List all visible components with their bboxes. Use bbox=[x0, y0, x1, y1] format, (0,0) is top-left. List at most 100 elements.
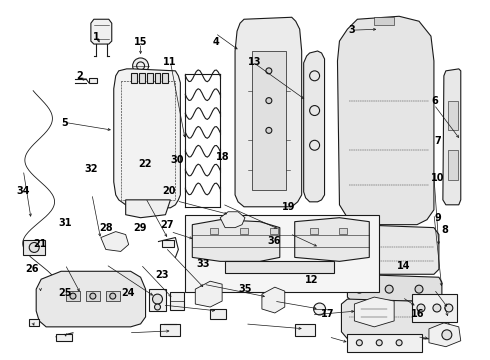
Text: 31: 31 bbox=[58, 218, 72, 228]
Text: 29: 29 bbox=[133, 223, 147, 233]
Bar bbox=[23, 239, 45, 255]
Polygon shape bbox=[347, 225, 439, 274]
Text: 32: 32 bbox=[85, 164, 98, 174]
Circle shape bbox=[110, 293, 116, 299]
Bar bbox=[210, 309, 226, 319]
Polygon shape bbox=[36, 271, 146, 327]
Polygon shape bbox=[294, 218, 369, 261]
Polygon shape bbox=[342, 299, 449, 339]
Polygon shape bbox=[304, 51, 324, 202]
Circle shape bbox=[396, 340, 402, 346]
Polygon shape bbox=[125, 200, 171, 218]
Bar bbox=[225, 261, 335, 273]
Text: 16: 16 bbox=[411, 309, 425, 319]
Text: 5: 5 bbox=[61, 118, 68, 128]
Text: 23: 23 bbox=[155, 270, 169, 280]
Text: 15: 15 bbox=[133, 37, 147, 48]
Text: 6: 6 bbox=[432, 96, 439, 107]
Bar bbox=[347, 334, 422, 352]
Bar bbox=[163, 239, 174, 247]
Circle shape bbox=[90, 293, 96, 299]
Text: 34: 34 bbox=[17, 186, 30, 196]
Polygon shape bbox=[101, 231, 129, 251]
Circle shape bbox=[415, 285, 423, 293]
Polygon shape bbox=[262, 287, 285, 313]
Text: 36: 36 bbox=[268, 236, 281, 246]
Polygon shape bbox=[354, 297, 394, 327]
Circle shape bbox=[356, 340, 362, 346]
Bar bbox=[154, 73, 161, 83]
Bar bbox=[310, 228, 318, 234]
Circle shape bbox=[154, 304, 161, 310]
Bar bbox=[139, 73, 145, 83]
Polygon shape bbox=[91, 19, 112, 44]
Bar bbox=[161, 324, 180, 336]
Bar bbox=[185, 215, 379, 292]
Text: 33: 33 bbox=[197, 259, 210, 269]
Circle shape bbox=[133, 58, 148, 74]
Text: 4: 4 bbox=[212, 37, 219, 48]
Circle shape bbox=[266, 98, 272, 104]
Bar bbox=[171, 292, 184, 310]
Text: 21: 21 bbox=[34, 239, 47, 249]
Polygon shape bbox=[443, 69, 461, 205]
Bar bbox=[29, 319, 39, 326]
Text: 11: 11 bbox=[163, 57, 176, 67]
Text: 14: 14 bbox=[396, 261, 410, 271]
Polygon shape bbox=[338, 16, 434, 225]
Text: 28: 28 bbox=[99, 223, 113, 233]
Polygon shape bbox=[235, 17, 302, 207]
Bar bbox=[89, 78, 97, 83]
Circle shape bbox=[266, 68, 272, 74]
Text: 10: 10 bbox=[431, 173, 444, 183]
Bar bbox=[340, 228, 347, 234]
Circle shape bbox=[29, 243, 39, 252]
Text: 19: 19 bbox=[282, 202, 295, 212]
Bar bbox=[270, 228, 278, 234]
Text: 9: 9 bbox=[434, 212, 441, 222]
Bar bbox=[412, 294, 457, 322]
Text: 2: 2 bbox=[76, 71, 83, 81]
Text: 30: 30 bbox=[170, 156, 184, 165]
Circle shape bbox=[266, 127, 272, 133]
Text: 1: 1 bbox=[93, 32, 100, 42]
Text: 20: 20 bbox=[163, 186, 176, 196]
Bar bbox=[448, 100, 458, 130]
Circle shape bbox=[433, 304, 441, 312]
Circle shape bbox=[445, 304, 453, 312]
Bar bbox=[147, 73, 152, 83]
Circle shape bbox=[376, 340, 382, 346]
Polygon shape bbox=[347, 274, 442, 301]
Bar bbox=[448, 150, 458, 180]
Text: 13: 13 bbox=[248, 57, 262, 67]
Bar bbox=[66, 291, 80, 301]
Polygon shape bbox=[114, 69, 180, 208]
Circle shape bbox=[385, 285, 393, 293]
Text: 35: 35 bbox=[238, 284, 252, 294]
Text: 25: 25 bbox=[58, 288, 72, 297]
Bar bbox=[131, 73, 137, 83]
Bar bbox=[294, 324, 315, 336]
Bar bbox=[210, 228, 218, 234]
Circle shape bbox=[152, 294, 163, 304]
Polygon shape bbox=[192, 220, 280, 261]
Text: 27: 27 bbox=[160, 220, 174, 230]
Text: 22: 22 bbox=[138, 159, 152, 169]
Bar bbox=[240, 228, 248, 234]
Text: 3: 3 bbox=[349, 25, 356, 35]
Polygon shape bbox=[429, 323, 461, 347]
Circle shape bbox=[355, 285, 363, 293]
Bar bbox=[163, 73, 169, 83]
Bar bbox=[86, 291, 100, 301]
Circle shape bbox=[70, 293, 76, 299]
Text: 7: 7 bbox=[434, 136, 441, 146]
Polygon shape bbox=[220, 212, 245, 228]
Bar bbox=[106, 291, 120, 301]
Text: 26: 26 bbox=[25, 264, 39, 274]
Text: 24: 24 bbox=[122, 288, 135, 297]
Bar bbox=[148, 289, 167, 311]
Circle shape bbox=[417, 304, 425, 312]
Circle shape bbox=[314, 303, 325, 315]
Bar bbox=[374, 17, 394, 25]
Circle shape bbox=[442, 330, 452, 340]
